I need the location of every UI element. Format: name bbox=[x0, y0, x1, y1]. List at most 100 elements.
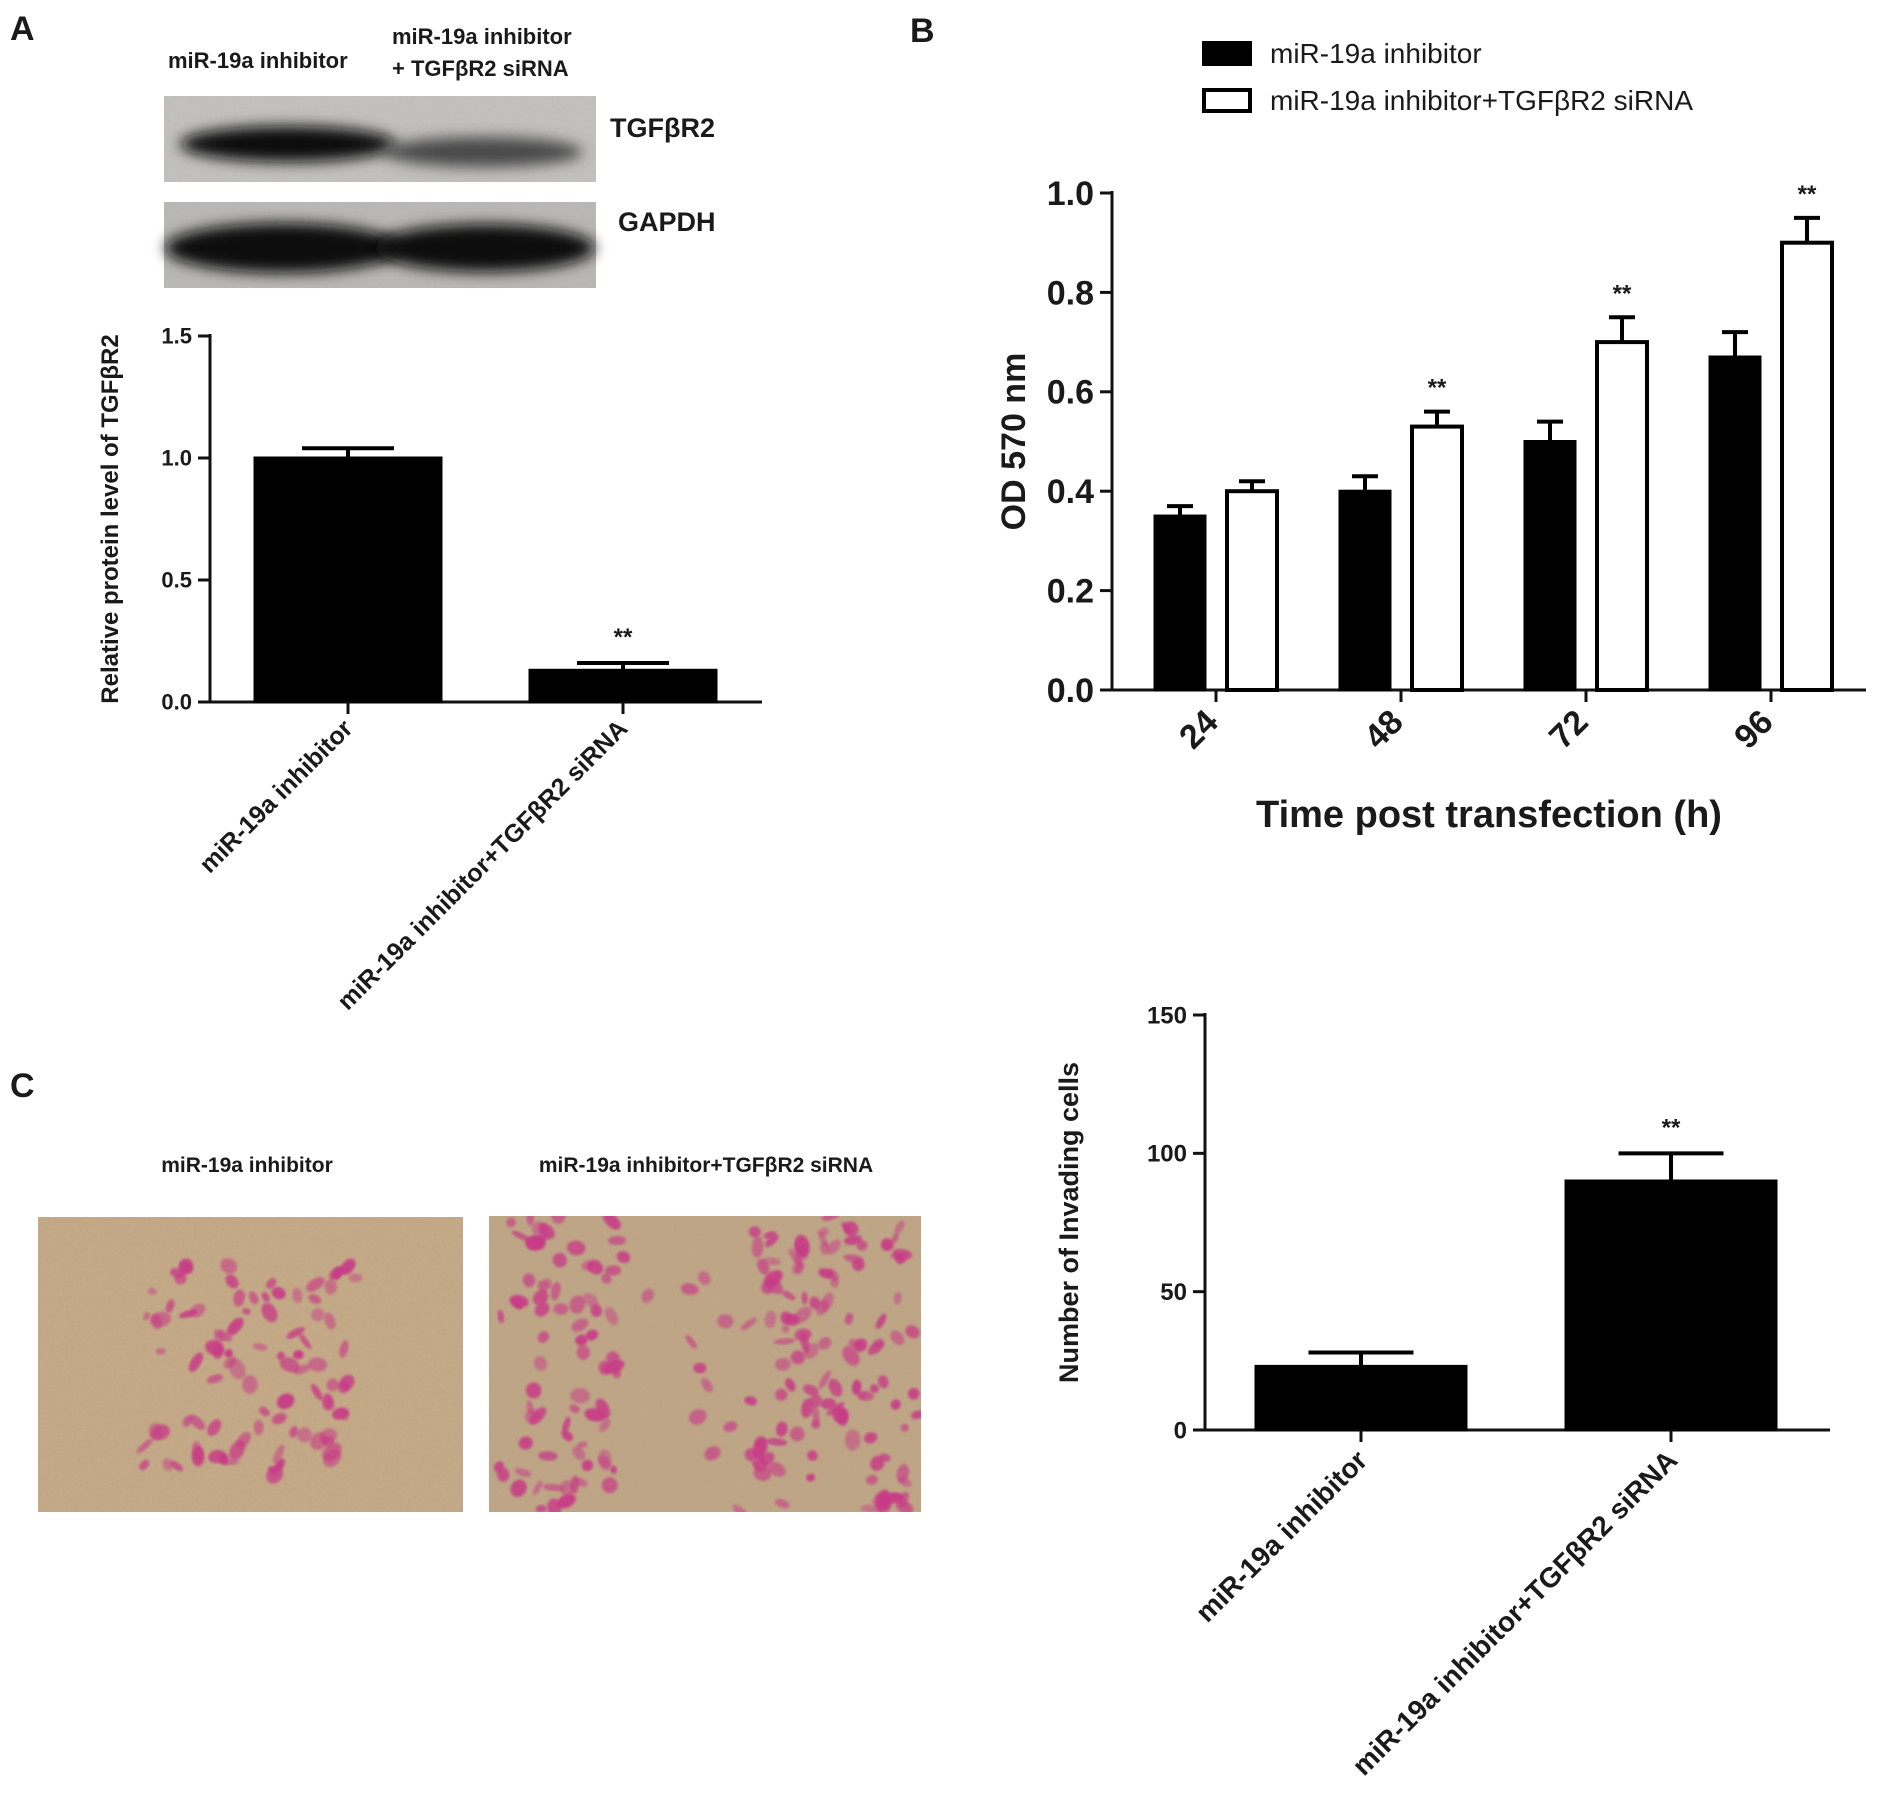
stained-cell bbox=[225, 1274, 239, 1289]
x-axis-label: Time post transfection (h) bbox=[1256, 794, 1722, 836]
x-tick-label: miR-19a inhibitor bbox=[194, 714, 358, 878]
blot-lane-label-2: miR-19a inhibitor bbox=[392, 24, 572, 49]
stained-cell bbox=[732, 1504, 749, 1512]
stained-cell bbox=[775, 1357, 791, 1371]
stained-cell bbox=[261, 1302, 278, 1323]
stained-cell bbox=[297, 1427, 312, 1443]
stained-cell bbox=[581, 1459, 594, 1472]
y-tick-label: 0.5 bbox=[161, 568, 192, 593]
chart-b-od570: 0.0 0.2 0.4 0.6 0.8 1.0 OD 570 nm Time post tra… bbox=[995, 38, 1866, 836]
stained-cell bbox=[276, 1351, 285, 1360]
stained-cell bbox=[576, 1344, 591, 1361]
panel-c-letter: C bbox=[10, 1067, 35, 1105]
x-tick-label: miR-19a inhibitor bbox=[1190, 1444, 1374, 1628]
stained-cell bbox=[841, 1221, 852, 1234]
stained-cell bbox=[894, 1220, 905, 1234]
stained-cell bbox=[136, 1439, 153, 1454]
stained-cell bbox=[189, 1303, 206, 1318]
blot-strip-tgfbr2 bbox=[164, 96, 596, 182]
stained-cell bbox=[751, 1236, 764, 1258]
chart-c-invading-cells: 0 50 100 150 Number of Invading cells miR-19a… bbox=[1054, 1002, 1830, 1781]
stained-cell bbox=[553, 1303, 569, 1315]
stained-cell bbox=[497, 1309, 505, 1324]
stained-cell bbox=[242, 1308, 251, 1315]
stained-cell bbox=[266, 1278, 277, 1289]
stained-cell bbox=[272, 1444, 285, 1464]
stained-cell bbox=[891, 1232, 900, 1244]
stained-cell bbox=[227, 1317, 244, 1336]
stained-cell bbox=[601, 1273, 612, 1284]
stained-cell bbox=[698, 1271, 711, 1286]
stained-cell bbox=[236, 1432, 251, 1449]
stained-cell bbox=[818, 1370, 831, 1389]
stained-cell bbox=[585, 1329, 599, 1341]
y-tick-label: 50 bbox=[1160, 1279, 1187, 1306]
stained-cell bbox=[875, 1313, 887, 1329]
stained-cell bbox=[253, 1419, 264, 1436]
stained-cell bbox=[214, 1331, 226, 1344]
y-tick-label: 150 bbox=[1147, 1002, 1187, 1029]
bar-1-0 bbox=[528, 668, 718, 704]
stained-cell bbox=[761, 1257, 781, 1266]
stained-cell bbox=[597, 1455, 611, 1469]
stained-cell bbox=[220, 1258, 238, 1274]
stained-cell bbox=[748, 1226, 761, 1238]
stained-cell bbox=[767, 1461, 786, 1477]
stained-cell bbox=[818, 1268, 834, 1279]
stained-cell bbox=[279, 1357, 300, 1373]
stained-cell bbox=[526, 1216, 535, 1227]
stained-cells-1 bbox=[136, 1258, 363, 1484]
blot-band-gapdh-lane2 bbox=[375, 224, 595, 272]
stained-cell bbox=[182, 1415, 192, 1427]
stained-cell bbox=[139, 1459, 150, 1471]
stained-cell bbox=[880, 1238, 894, 1251]
y-tick-label: 0.0 bbox=[161, 690, 192, 715]
stained-cell bbox=[310, 1432, 327, 1451]
stained-cell bbox=[165, 1299, 175, 1313]
stained-cell bbox=[885, 1492, 905, 1504]
blot-band-gapdh-lane1 bbox=[165, 223, 401, 273]
stained-cell bbox=[611, 1367, 621, 1379]
stained-cell bbox=[766, 1437, 788, 1446]
stained-cell bbox=[818, 1337, 832, 1350]
stained-cell bbox=[607, 1235, 627, 1246]
stained-cell bbox=[576, 1441, 588, 1449]
stained-cell bbox=[817, 1230, 829, 1248]
stained-cell bbox=[858, 1392, 867, 1400]
stained-cell bbox=[534, 1302, 550, 1317]
stained-cell bbox=[325, 1397, 336, 1411]
stained-cell bbox=[764, 1310, 777, 1329]
stained-cell bbox=[603, 1216, 621, 1230]
stained-cell bbox=[605, 1265, 622, 1276]
y-tick-label: 1.5 bbox=[161, 324, 192, 349]
y-tick-label: 0 bbox=[1174, 1417, 1187, 1444]
stained-cell bbox=[293, 1364, 311, 1375]
stained-cell bbox=[542, 1483, 564, 1492]
stained-cell bbox=[843, 1254, 864, 1263]
stained-cell bbox=[532, 1289, 549, 1306]
x-tick-label: 72 bbox=[1542, 703, 1596, 757]
blot-band-tgfbr2-lane2 bbox=[383, 137, 583, 167]
stained-cell bbox=[569, 1295, 586, 1314]
micrograph-label-1: miR-19a inhibitor bbox=[161, 1154, 333, 1177]
y-axis-label: Relative protein level of TGFβR2 bbox=[97, 334, 124, 703]
bar-1-0 bbox=[1564, 1179, 1778, 1432]
stained-cell bbox=[794, 1328, 812, 1342]
blot-lane-label-1: miR-19a inhibitor bbox=[168, 48, 348, 73]
bar-0-0 bbox=[1254, 1364, 1468, 1432]
stained-cell bbox=[775, 1498, 790, 1509]
stained-cell bbox=[150, 1311, 172, 1327]
stained-cell bbox=[752, 1438, 768, 1460]
stained-cell bbox=[793, 1306, 812, 1324]
stained-cell bbox=[532, 1480, 543, 1496]
stained-cell bbox=[308, 1357, 328, 1372]
stained-cell bbox=[537, 1331, 550, 1343]
stained-cell bbox=[723, 1421, 738, 1432]
panel-b-letter: B bbox=[910, 12, 935, 50]
stained-cell bbox=[242, 1375, 258, 1394]
stained-cell bbox=[155, 1347, 166, 1355]
stained-cell bbox=[761, 1282, 774, 1295]
stained-cell bbox=[744, 1396, 758, 1406]
chart-a-protein-level: 0.0 0.5 1.0 1.5 Relative protein level of TG… bbox=[97, 324, 762, 1016]
stained-cell bbox=[851, 1379, 862, 1395]
